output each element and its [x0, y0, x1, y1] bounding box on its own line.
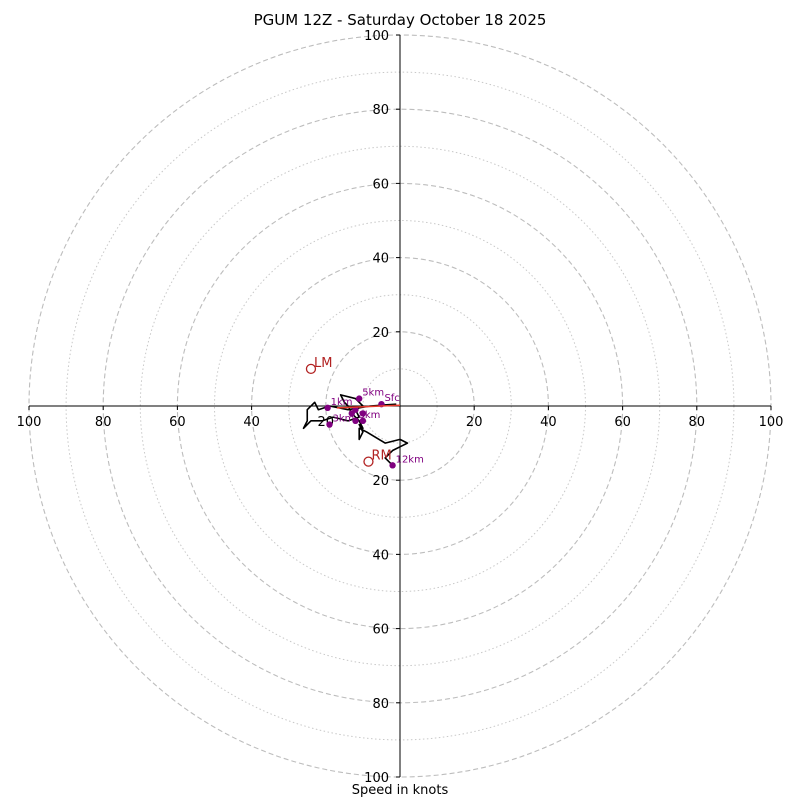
height-marker-5km	[355, 395, 363, 402]
chart-title: PGUM 12Z - Saturday October 18 2025	[253, 11, 547, 29]
height-label-8km: 8km	[358, 410, 380, 421]
height-marker-8km	[352, 417, 359, 425]
y-tick-label: 80	[372, 697, 389, 712]
storm-motion-lm-label: LM	[314, 356, 332, 371]
height-markers: Sfc 1km 3km 5km 8km 12km	[324, 388, 424, 469]
height-label-5km: 5km	[362, 388, 384, 399]
y-tick-label: 20	[372, 474, 389, 489]
x-tick-label: 20	[466, 415, 483, 430]
y-tick-label: 100	[364, 29, 389, 44]
storm-motion-rm-marker	[363, 456, 374, 467]
height-point	[348, 410, 355, 417]
height-point	[359, 417, 367, 425]
x-tick-label: 100	[759, 415, 784, 430]
height-point	[359, 410, 367, 417]
x-tick-label: 60	[169, 415, 186, 430]
storm-motion-rm-label: RM	[371, 449, 391, 464]
x-tick-label: 80	[95, 415, 112, 430]
mean-wind-vector	[336, 404, 401, 409]
y-tick-label: 60	[372, 177, 389, 192]
storm-motion-lm-marker	[305, 363, 317, 375]
y-tick-label: 60	[372, 623, 389, 638]
height-label-sfc: Sfc	[384, 393, 399, 404]
y-tick-label: 80	[372, 103, 389, 118]
hodograph-line	[302, 394, 409, 466]
hodograph-trace	[302, 394, 409, 466]
x-tick-label: 60	[614, 415, 631, 430]
y-tick-label: 20	[372, 326, 389, 341]
x-tick-label: 40	[540, 415, 557, 430]
height-label-1km: 1km	[331, 397, 353, 408]
height-marker-12km	[389, 462, 396, 469]
tick-labels: 100 80 60 40 20 20 40 60 80 100100806040202040608…	[17, 29, 784, 786]
y-tick-label: 40	[372, 252, 389, 267]
x-tick-label: 80	[689, 415, 706, 430]
x-tick-label: 100	[17, 415, 42, 430]
y-tick-label: 100	[364, 771, 389, 786]
height-marker-3km	[326, 421, 333, 428]
storm-motion: LM RM	[305, 356, 401, 467]
height-label-12km: 12km	[396, 454, 424, 465]
y-tick-label: 40	[372, 548, 389, 563]
height-label-3km: 3km	[333, 414, 355, 425]
height-marker-1km	[324, 404, 331, 412]
x-axis-label: Speed in knots	[351, 783, 449, 798]
x-tick-label: 40	[243, 415, 260, 430]
